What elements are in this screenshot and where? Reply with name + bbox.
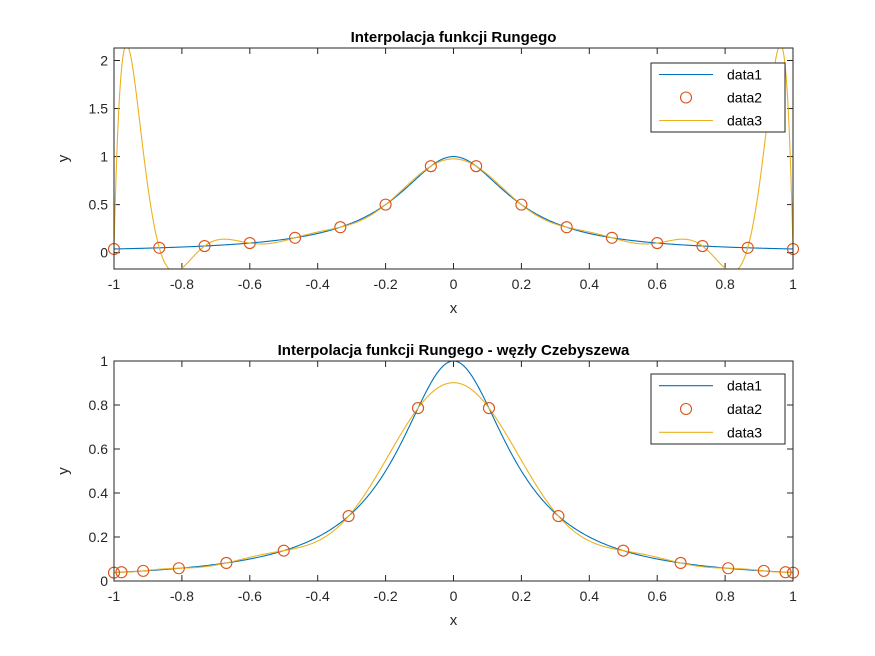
y-tick-label: 2 [100, 52, 108, 68]
data-point-marker [605, 231, 618, 244]
data-point-marker [153, 241, 166, 254]
series-group [114, 361, 793, 574]
x-tick-label: 0 [450, 588, 458, 604]
data-point-marker [470, 160, 483, 173]
data-point-marker [172, 562, 185, 575]
legend-label-data1: data1 [727, 378, 762, 394]
data-point-marker [779, 566, 792, 579]
legend: data1 data2 data3 [650, 62, 786, 133]
x-tick-label: 0.6 [647, 276, 667, 292]
data-point-marker [696, 239, 709, 253]
legend-label-data2: data2 [727, 90, 762, 106]
y-tick-label: 0 [100, 573, 108, 589]
data-point-marker [560, 221, 573, 234]
y-tick-label: 0.4 [89, 485, 109, 501]
x-tick-label: 1 [789, 588, 797, 604]
y-tick-label: 0.6 [89, 441, 109, 457]
x-tick-label: -0.8 [170, 588, 194, 604]
x-tick-label: -0.6 [238, 276, 262, 292]
y-tick-label: 1 [100, 149, 108, 165]
x-tick-label: -0.2 [374, 588, 398, 604]
y-axis-label: y [55, 154, 72, 162]
data-point-marker [342, 510, 355, 523]
data-point-marker [379, 198, 392, 211]
series-line-data1 [114, 156, 793, 250]
y-tick-label: 0 [100, 245, 108, 261]
data-point-marker [424, 160, 437, 173]
x-tick-label: 0 [450, 276, 458, 292]
x-tick-label: 0.6 [647, 588, 667, 604]
data-point-marker [115, 566, 128, 579]
x-axis-label: x [450, 300, 458, 317]
x-tick-label: -1 [108, 588, 121, 604]
data-point-marker [277, 544, 290, 557]
chart-title: Interpolacja funkcji Rungego [351, 29, 557, 46]
x-tick-label: 0.8 [715, 276, 735, 292]
data-point-marker [334, 221, 347, 234]
x-tick-label: -0.4 [306, 276, 330, 292]
data-point-marker [722, 562, 735, 575]
x-tick-label: 1 [789, 276, 797, 292]
data-point-marker [289, 231, 302, 244]
x-tick-label: -0.8 [170, 276, 194, 292]
data-point-marker [198, 239, 211, 253]
subplot-bottom: Interpolacja funkcji Rungego - węzły Cze… [55, 342, 800, 629]
legend-label-data3: data3 [727, 424, 762, 440]
y-tick-label: 0.5 [89, 197, 109, 213]
x-axis-label: x [450, 612, 458, 629]
legend-label-data1: data1 [727, 67, 762, 83]
x-tick-label: -1 [108, 276, 121, 292]
x-tick-label: -0.6 [238, 588, 262, 604]
data-point-marker [757, 564, 770, 577]
axes-box [113, 47, 794, 270]
x-tick-label: 0.4 [580, 588, 600, 604]
y-axis-label: y [55, 467, 72, 475]
legend-label-data3: data3 [727, 113, 762, 129]
axes-box [113, 360, 794, 582]
data-point-marker [651, 237, 664, 250]
data-point-marker [137, 564, 150, 577]
legend-box [650, 373, 786, 445]
legend: data1 data2 data3 [650, 373, 786, 445]
y-tick-label: 0.8 [89, 397, 109, 413]
chart-title: Interpolacja funkcji Rungego - węzły Cze… [278, 342, 630, 359]
series-line-data3 [114, 382, 793, 574]
y-tick-label: 1.5 [89, 101, 109, 117]
legend-marker-data2 [679, 402, 693, 416]
data-point-marker [482, 402, 496, 415]
x-tick-label: -0.2 [374, 276, 398, 292]
y-tick-label: 1 [100, 353, 108, 369]
x-tick-label: 0.2 [512, 588, 532, 604]
series-line-data3 [114, 48, 793, 269]
subplot-top: Interpolacja funkcji Rungego -1 -0.8 -0.6 -0… [55, 29, 800, 317]
data-point-marker [617, 544, 630, 557]
data-point-marker [220, 556, 233, 570]
data-point-marker [674, 556, 687, 570]
legend-marker-data2 [679, 91, 693, 104]
x-tick-label: 0.8 [715, 588, 735, 604]
data-point-marker [411, 402, 425, 415]
x-tick-label: 0.2 [512, 276, 532, 292]
data-point-marker [741, 241, 754, 254]
legend-label-data2: data2 [727, 401, 762, 417]
x-tick-label: -0.4 [306, 588, 330, 604]
series-group [114, 48, 793, 269]
y-tick-label: 0.2 [89, 529, 109, 545]
data-point-marker [243, 237, 256, 250]
legend-box [650, 62, 786, 133]
x-tick-label: 0.4 [580, 276, 600, 292]
data-point-marker [552, 510, 565, 523]
data-point-marker [515, 198, 528, 211]
